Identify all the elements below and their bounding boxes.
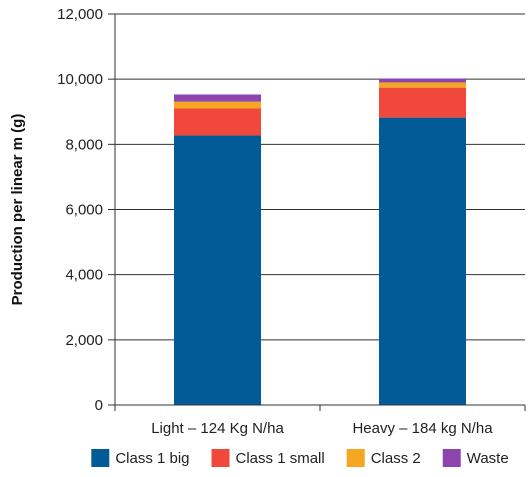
bar-segment [174,135,261,405]
y-axis-title: Production per linear m (g) [9,114,26,306]
legend-item: Waste [442,449,509,467]
bars [174,78,466,406]
y-tick-label: 4,000 [65,267,103,284]
y-tick-labels: 0 2,000 4,000 6,000 8,000 10,000 12,000 [57,6,103,414]
legend: Class 1 big Class 1 small Class 2 Waste [91,449,509,467]
bar-segment [379,117,466,406]
bar-segment [174,108,261,136]
legend-label: Class 1 small [236,450,325,467]
y-tick-label: 2,000 [65,332,103,349]
y-tick-label: 6,000 [65,202,103,219]
legend-swatch [346,449,365,467]
y-tick-label: 10,000 [57,71,103,88]
y-tick-label: 8,000 [65,136,103,153]
y-tick-label: 12,000 [57,6,103,23]
bar-segment [379,82,466,88]
axes [108,13,526,411]
bar-segment [174,101,261,109]
legend-item: Class 1 big [91,449,190,467]
legend-swatch [211,449,230,467]
legend-item: Class 2 [346,449,421,467]
y-tick-label: 0 [95,397,103,414]
legend-label: Class 1 big [115,450,189,467]
legend-item: Class 1 small [211,449,325,467]
legend-label: Waste [467,450,509,467]
bar-segment [379,78,466,83]
legend-swatch [442,449,461,467]
x-tick-label: Light – 124 Kg N/ha [151,420,284,437]
bar-segment [174,94,261,102]
legend-label: Class 2 [371,450,421,467]
legend-swatch [91,449,110,467]
x-tick-label: Heavy – 184 kg N/ha [352,420,493,437]
x-tick-labels: Light – 124 Kg N/ha Heavy – 184 kg N/ha [151,420,493,437]
bar-segment [379,87,466,118]
